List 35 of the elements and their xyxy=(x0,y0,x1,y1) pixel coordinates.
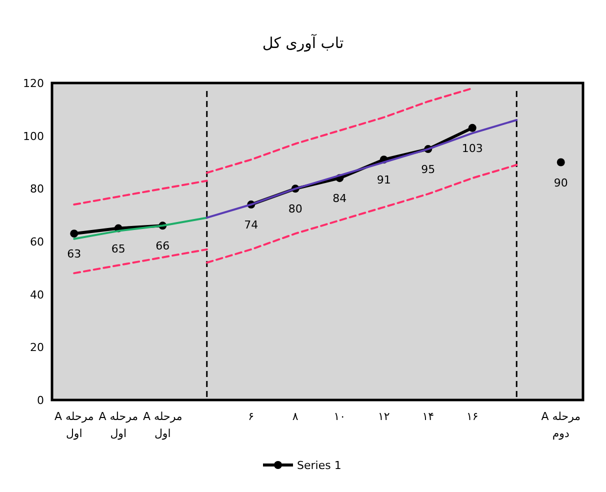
line-series xyxy=(206,164,518,264)
data-label: 90 xyxy=(554,176,568,190)
point xyxy=(468,124,476,132)
line-series xyxy=(73,180,208,206)
x-tick-label: مرحله A دوم xyxy=(541,410,581,440)
data-label: 74 xyxy=(244,218,258,232)
y-tick-label: 20 xyxy=(30,341,44,354)
y-tick-label: 40 xyxy=(30,288,44,302)
chart-title: تاب آوری کل xyxy=(262,33,344,52)
data-label: 66 xyxy=(156,240,170,253)
point xyxy=(70,230,78,238)
x-tick-label: ۱۶ xyxy=(466,410,478,423)
x-tick-label: ۱۲ xyxy=(378,410,390,423)
data-label: 84 xyxy=(332,192,347,206)
data-label: 65 xyxy=(111,242,126,256)
y-tick-label: 60 xyxy=(30,236,44,248)
data-label: 63 xyxy=(67,248,82,261)
data-label: 80 xyxy=(288,202,302,216)
x-tick-label: مرحله A اول xyxy=(98,410,138,440)
y-tick-label: 0 xyxy=(37,394,44,407)
y-tick-label: 100 xyxy=(23,130,44,143)
legend-label: Series 1 xyxy=(297,459,342,472)
x-tick-label: ۱۰ xyxy=(334,410,346,423)
y-tick-label: 80 xyxy=(30,182,44,196)
x-tick-label: ۶ xyxy=(248,410,254,423)
y-tick-label: 120 xyxy=(23,77,44,90)
data-label: 103 xyxy=(462,142,483,155)
x-tick-label: ۸ xyxy=(292,410,298,423)
x-tick-label: ۱۴ xyxy=(422,410,434,423)
data-label: 91 xyxy=(376,174,391,187)
data-label: 95 xyxy=(421,163,436,176)
line-series xyxy=(206,118,518,219)
x-tick-label: مرحله A اول xyxy=(142,410,182,440)
x-tick-label: مرحله A اول xyxy=(54,410,94,440)
point xyxy=(556,158,565,166)
